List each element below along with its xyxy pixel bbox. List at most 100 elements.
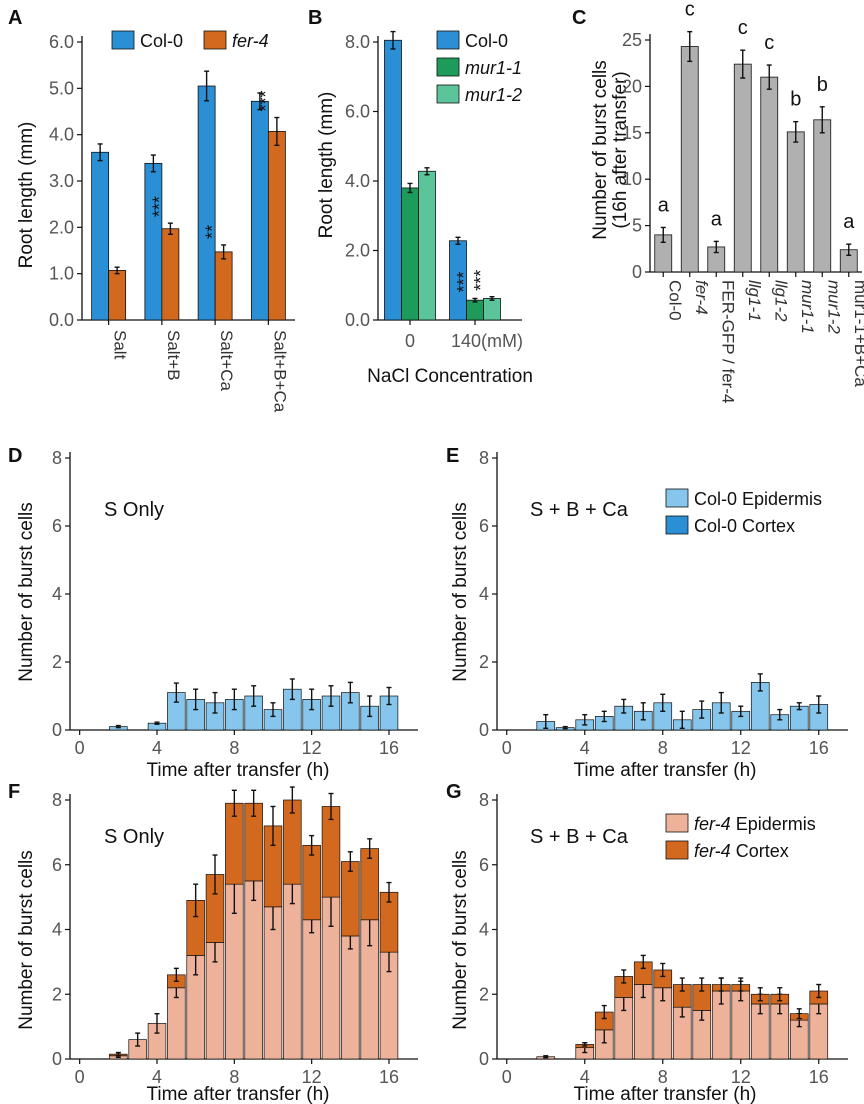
bar-fer-4-epidermis [302, 919, 321, 1060]
y-tick-label: 2.0 [345, 241, 370, 261]
bar-fer-4-epidermis [341, 935, 360, 1060]
significance-stars: ** [203, 225, 223, 239]
panel-f-xlabel: Time after transfer (h) [146, 1084, 329, 1104]
bar-col-0 [144, 162, 163, 321]
bar-mur1-2 [813, 119, 832, 273]
panel-letter-a: A [8, 7, 22, 29]
y-tick-label: 6 [52, 855, 62, 875]
x-tick-label: 16 [809, 738, 829, 758]
y-tick-label: 4 [52, 584, 62, 604]
y-tick-label: 4.0 [49, 125, 74, 145]
panel-e-chart: 0 2 4 6 8 0 4 8 12 16 [479, 448, 848, 758]
panel-c-chart: 0 5 10 15 20 25 a Col-0 c fer-4 a FER-GFP / fer-4 c l… [622, 0, 864, 403]
x-tick-label: 4 [152, 1067, 162, 1087]
y-tick-label: 6 [479, 855, 489, 875]
panel-g-inset-label: S + B + Ca [530, 826, 629, 848]
legend-label-fer4-cortex: fer-4 Cortex [694, 841, 789, 861]
legend-swatch-fer4-cortex [665, 840, 689, 860]
panel-letter-d: D [8, 445, 22, 467]
x-tick-label: 4 [152, 738, 162, 758]
legend-swatch-fer4-epidermis [665, 813, 689, 833]
bar-mur1-1 [786, 131, 805, 273]
legend-swatch-col0-cortex [665, 515, 689, 535]
y-tick-label: 4 [52, 920, 62, 940]
bar-fer-4-epidermis [283, 883, 302, 1060]
legend-swatch-mur1-2 [436, 84, 460, 104]
y-tick-label: 4 [479, 920, 489, 940]
bar-fer-4 [680, 46, 699, 273]
y-tick-label: 5 [632, 216, 642, 236]
legend-swatch-col0-b [436, 30, 460, 50]
bar-col-0 [250, 100, 269, 321]
bar-fer-4 [267, 131, 286, 321]
panel-letter-g: G [446, 781, 462, 803]
y-tick-label: 2 [52, 984, 62, 1004]
panel-e-xlabel: Time after transfer (h) [573, 760, 756, 781]
y-tick-label: 0 [632, 262, 642, 282]
x-tick-label: mur1-1+B+Ca [851, 280, 864, 387]
y-tick-label: 6 [479, 516, 489, 536]
panel-letter-b: B [308, 7, 322, 29]
y-tick-label: 8 [479, 448, 489, 468]
panel-b-ylabel: Root length (mm) [316, 92, 337, 239]
x-tick-label: 4 [580, 1067, 590, 1087]
panel-c-ylabel: Number of burst cells [590, 60, 611, 240]
panel-e-inset-label: S + B + Ca [530, 499, 629, 521]
y-tick-label: 8 [52, 448, 62, 468]
y-tick-label: 2 [479, 652, 489, 672]
bar-mur1-1 [401, 187, 419, 321]
x-tick-label: 12 [731, 1067, 751, 1087]
x-tick-label: 0 [502, 1067, 512, 1087]
panel-a-chart: 0.0 1.0 2.0 3.0 4.0 5.0 6.0 Salt Salt+B Salt+Ca Sa… [49, 32, 295, 413]
significance-stars: *** [471, 270, 491, 291]
significance-letter: c [764, 32, 774, 54]
x-tick-label: 8 [658, 1067, 668, 1087]
legend-label-mur1-1: mur1-1 [465, 58, 522, 78]
significance-letter: c [738, 17, 748, 39]
x-tick-label: 8 [229, 738, 239, 758]
panel-c-ylabel2: (16h after transfer) [610, 71, 631, 228]
panel-g-legend: fer-4 Epidermis fer-4 Cortex [665, 813, 816, 861]
panel-a-legend: Col-0 fer-4 [111, 30, 269, 51]
y-tick-label: 15 [622, 123, 642, 143]
x-tick-label: 12 [302, 738, 322, 758]
panel-b-chart: 0.0 2.0 4.0 6.0 8.0 0 140(mM) ****** [345, 30, 523, 351]
x-tick-label: llg1-1 [745, 280, 764, 322]
panel-f-inset-label: S Only [104, 826, 164, 848]
x-tick-label: fer-4 [692, 280, 711, 315]
legend-swatch-mur1-1 [436, 57, 460, 77]
x-tick-label: 0 [75, 1067, 85, 1087]
bar-fer-4 [108, 270, 127, 321]
panel-letter-c: C [572, 7, 586, 29]
y-tick-label: 0 [479, 720, 489, 740]
y-tick-label: 6.0 [345, 102, 370, 122]
panel-d-ylabel: Number of burst cells [16, 502, 37, 682]
x-tick-label: 140(mM) [451, 331, 523, 351]
y-tick-label: 8 [479, 790, 489, 810]
y-tick-label: 0 [479, 1049, 489, 1069]
x-tick-label: 0 [405, 331, 415, 351]
panel-g-chart: 0 2 4 6 8 0 4 8 12 16 [479, 790, 848, 1087]
bar-col-0 [384, 39, 402, 321]
y-tick-label: 8 [52, 790, 62, 810]
x-tick-label: Col-0 [665, 280, 684, 321]
x-tick-label: 12 [302, 1067, 322, 1087]
bar-fer-4-cortex [360, 848, 379, 921]
x-tick-label: 12 [731, 738, 751, 758]
y-tick-label: 6.0 [49, 32, 74, 52]
bar-fer-4 [214, 251, 233, 321]
x-tick-label: 4 [580, 738, 590, 758]
y-tick-label: 1.0 [49, 264, 74, 284]
legend-label-fer4: fer-4 [232, 31, 269, 51]
significance-letter: c [685, 0, 695, 21]
legend-label-col0-cortex: Col-0 Cortex [694, 516, 795, 536]
panel-f-chart: 0 2 4 6 8 0 4 8 12 16 [52, 786, 418, 1087]
y-tick-label: 25 [622, 30, 642, 50]
panel-g-xlabel: Time after transfer (h) [573, 1084, 756, 1104]
bar-fer-4-epidermis [167, 987, 186, 1060]
bar-fer-4-epidermis [244, 880, 263, 1060]
y-tick-label: 20 [622, 76, 642, 96]
significance-stars: *** [149, 196, 169, 217]
panel-g-ylabel: Number of burst cells [450, 850, 471, 1030]
y-tick-label: 6 [52, 516, 62, 536]
